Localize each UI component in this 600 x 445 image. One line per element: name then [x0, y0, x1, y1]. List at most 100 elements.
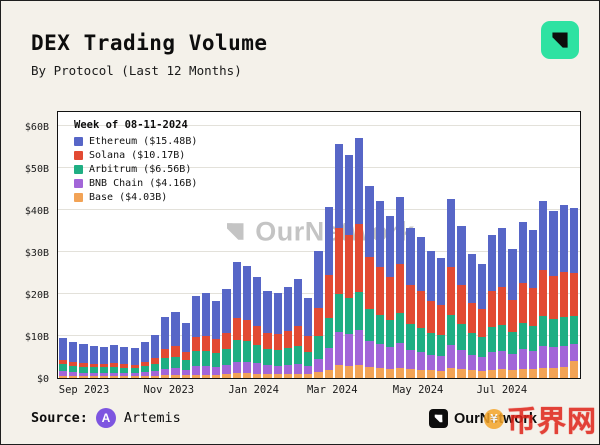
segment-ethereum	[416, 236, 425, 292]
bar-week-46[interactable]	[528, 230, 538, 378]
segment-base	[140, 376, 149, 378]
segment-base	[99, 376, 109, 378]
segment-arbitrum	[304, 351, 313, 367]
segment-solana	[416, 291, 425, 328]
bar-week-9[interactable]	[150, 335, 160, 378]
bar-week-38[interactable]	[447, 198, 456, 378]
bar-week-34[interactable]	[406, 228, 415, 378]
segment-bnb-chain	[293, 363, 303, 374]
bar-week-49[interactable]	[559, 205, 568, 378]
page-title: DEX Trading Volume	[31, 31, 268, 55]
bar-week-47[interactable]	[539, 200, 548, 378]
bar-week-40[interactable]	[467, 253, 476, 378]
bar-week-19[interactable]	[253, 276, 262, 378]
segment-solana	[324, 275, 333, 319]
segment-solana	[355, 224, 364, 292]
bar-week-24[interactable]	[304, 297, 313, 378]
segment-bnb-chain	[375, 343, 384, 369]
y-tick-label: $50B	[24, 163, 49, 175]
bar-week-1[interactable]	[69, 342, 78, 378]
bar-week-17[interactable]	[232, 261, 241, 378]
legend-item-ethereum[interactable]: Ethereum ($15.48B)	[74, 136, 197, 147]
segment-bnb-chain	[161, 368, 170, 376]
bar-week-3[interactable]	[89, 346, 98, 378]
bar-week-21[interactable]	[273, 293, 282, 378]
segment-bnb-chain	[242, 362, 252, 374]
segment-arbitrum	[222, 349, 231, 366]
segment-bnb-chain	[130, 372, 139, 377]
bar-week-28[interactable]	[345, 154, 354, 378]
bar-week-5[interactable]	[110, 344, 119, 378]
legend-item-base[interactable]: Base ($4.03B)	[74, 192, 197, 203]
segment-bnb-chain	[202, 366, 211, 375]
bar-week-44[interactable]	[508, 249, 517, 378]
bar-week-0[interactable]	[59, 338, 68, 378]
segment-bnb-chain	[385, 346, 395, 369]
segment-solana	[222, 332, 231, 349]
bar-week-50[interactable]	[569, 208, 578, 378]
bar-week-36[interactable]	[426, 251, 435, 378]
bar-week-6[interactable]	[120, 346, 129, 378]
segment-solana	[436, 305, 446, 335]
segment-bnb-chain	[569, 343, 578, 362]
segment-bnb-chain	[212, 367, 221, 375]
segment-solana	[549, 275, 558, 320]
segment-solana	[457, 285, 466, 324]
bar-week-20[interactable]	[263, 291, 272, 378]
bar-week-25[interactable]	[314, 251, 323, 378]
bar-week-33[interactable]	[396, 196, 405, 378]
segment-ethereum	[171, 312, 180, 347]
segment-arbitrum	[191, 351, 200, 367]
legend-item-solana[interactable]: Solana ($10.17B)	[74, 150, 197, 161]
bar-week-31[interactable]	[375, 200, 384, 378]
bar-week-22[interactable]	[283, 287, 292, 378]
bar-week-27[interactable]	[334, 144, 344, 378]
segment-solana	[253, 325, 262, 345]
legend: Week of 08-11-2024 Ethereum ($15.48B) Sol…	[74, 119, 197, 206]
bar-week-4[interactable]	[99, 346, 109, 378]
bar-week-30[interactable]	[365, 186, 374, 378]
bar-week-37[interactable]	[436, 257, 446, 378]
bar-week-48[interactable]	[549, 211, 558, 378]
bar-week-42[interactable]	[488, 234, 497, 378]
gridline	[58, 124, 580, 126]
segment-arbitrum	[436, 334, 446, 357]
bar-week-8[interactable]	[140, 341, 149, 378]
bar-week-39[interactable]	[457, 226, 466, 378]
segment-arbitrum	[324, 318, 333, 349]
bar-week-43[interactable]	[498, 228, 507, 378]
legend-item-arbitrum[interactable]: Arbitrum ($6.56B)	[74, 164, 197, 175]
legend-title: Week of 08-11-2024	[74, 119, 188, 131]
legend-item-bnb[interactable]: BNB Chain ($4.16B)	[74, 178, 197, 189]
source-name[interactable]: Artemis	[123, 410, 181, 426]
bar-week-26[interactable]	[324, 207, 333, 378]
bar-week-32[interactable]	[385, 215, 395, 378]
segment-solana	[263, 333, 272, 350]
bar-week-18[interactable]	[242, 266, 252, 378]
bar-week-15[interactable]	[212, 301, 221, 378]
bar-week-35[interactable]	[416, 236, 425, 378]
bar-week-13[interactable]	[191, 295, 200, 378]
bar-week-45[interactable]	[518, 221, 527, 378]
bar-week-16[interactable]	[222, 288, 231, 378]
segment-arbitrum	[396, 313, 405, 344]
bar-week-41[interactable]	[477, 264, 487, 378]
ournetwork-footer-icon	[429, 409, 448, 428]
segment-base	[232, 373, 241, 378]
bar-week-10[interactable]	[161, 316, 170, 378]
segment-bnb-chain	[89, 372, 98, 377]
segment-base	[79, 376, 88, 378]
segment-bnb-chain	[508, 354, 517, 371]
bar-week-2[interactable]	[79, 344, 88, 378]
bar-week-23[interactable]	[293, 278, 303, 378]
segment-base	[488, 369, 497, 378]
bar-week-14[interactable]	[202, 293, 211, 378]
bar-week-7[interactable]	[130, 348, 139, 378]
segment-arbitrum	[477, 337, 487, 358]
bar-week-12[interactable]	[181, 322, 190, 378]
segment-arbitrum	[488, 327, 497, 352]
segment-base	[385, 368, 395, 378]
x-tick-label: Mar 2024	[306, 384, 358, 396]
bar-week-11[interactable]	[171, 312, 180, 378]
bar-week-29[interactable]	[355, 137, 364, 378]
